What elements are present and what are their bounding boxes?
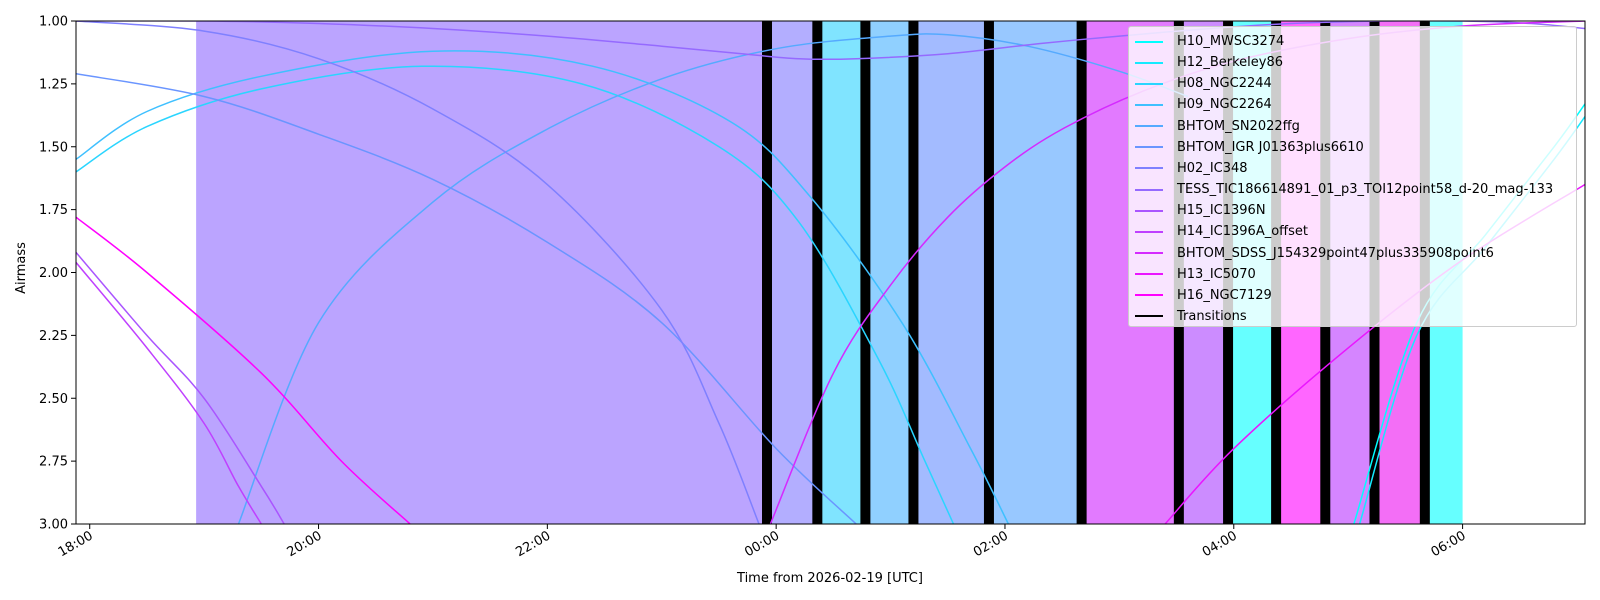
x-tick-label-4: 02:00 [971, 528, 1011, 560]
legend-item: H08_NGC2244 [1129, 73, 1272, 94]
legend-item: H13_IC5070 [1129, 264, 1256, 285]
legend-swatch [1135, 167, 1163, 170]
legend-label: BHTOM_IGR J01363plus6610 [1177, 139, 1364, 155]
legend-item: H09_NGC2264 [1129, 94, 1272, 115]
legend-label: H10_MWSC3274 [1177, 34, 1285, 49]
series-line-12 [76, 216, 411, 524]
y-tick-label-3: 1.75 [39, 203, 68, 218]
legend-item: H14_IC1396A_offset [1129, 221, 1308, 242]
series-line-3 [76, 50, 1010, 524]
legend-swatch [1135, 209, 1163, 212]
x-axis-label: Time from 2026-02-19 [UTC] [736, 571, 923, 586]
legend-item: BHTOM_IGR J01363plus6610 [1129, 137, 1364, 158]
legend-label: H13_IC5070 [1177, 266, 1256, 282]
series-line-6 [76, 21, 760, 524]
legend-item: H02_IC348 [1129, 158, 1248, 179]
window-band-5 [988, 21, 1082, 524]
x-tick-label-0: 18:00 [56, 528, 96, 560]
legend-label: H12_Berkeley86 [1177, 55, 1283, 71]
legend-swatch [1135, 230, 1163, 233]
legend-item: H15_IC1396N [1129, 200, 1266, 221]
legend-label: Transitions [1177, 308, 1247, 324]
legend-swatch [1135, 315, 1163, 318]
legend-swatch [1135, 273, 1163, 276]
y-tick-label-6: 2.50 [39, 392, 68, 407]
series-line-9 [76, 261, 262, 524]
legend-label: H08_NGC2244 [1177, 76, 1272, 92]
x-tick-label-2: 22:00 [513, 528, 553, 560]
x-tick-label-5: 04:00 [1200, 528, 1240, 560]
window-band-4 [913, 21, 989, 524]
legend-label: H15_IC1396N [1177, 203, 1266, 219]
legend-swatch [1135, 188, 1163, 191]
legend-item: H10_MWSC3274 [1129, 31, 1284, 52]
window-band-1 [767, 21, 818, 524]
legend-swatch [1135, 61, 1163, 64]
legend-swatch [1135, 103, 1163, 106]
x-axis-ticks: 18:00 20:00 22:00 00:00 02:00 04:00 06:00 [56, 524, 1469, 560]
observation-windows [196, 21, 1463, 524]
window-band-3 [865, 21, 914, 524]
legend-swatch [1135, 40, 1163, 43]
y-axis-ticks: 1.00 1.25 1.50 1.75 2.00 2.25 2.50 2.75 3.00 [39, 15, 76, 533]
series-line-5 [76, 73, 857, 524]
legend-item: H16_NGC7129 [1129, 285, 1272, 306]
legend-label: BHTOM_SDSS_J154329point47plus335908point… [1177, 245, 1494, 261]
legend-swatch [1135, 146, 1163, 149]
series-line-4 [237, 33, 1189, 524]
legend-item: TESS_TIC186614891_01_p3_TOI12point58_d-2… [1129, 179, 1553, 200]
legend-label: H09_NGC2264 [1177, 97, 1272, 113]
window-band-2 [817, 21, 866, 524]
window-band-0 [196, 21, 768, 524]
legend-swatch [1135, 82, 1163, 85]
y-tick-label-0: 1.00 [39, 15, 68, 30]
legend-swatch [1135, 294, 1163, 297]
chart-legend: H10_MWSC3274 H12_Berkeley86 H08_NGC2244 H09… [1128, 26, 1577, 327]
legend-item: BHTOM_SDSS_J154329point47plus335908point… [1129, 243, 1494, 264]
series-line-8 [76, 251, 285, 524]
y-tick-label-8: 3.00 [39, 518, 68, 533]
legend-label: BHTOM_SN2022ffg [1177, 118, 1300, 134]
legend-label: H16_NGC7129 [1177, 287, 1272, 303]
y-tick-label-1: 1.25 [39, 77, 68, 92]
x-tick-label-1: 20:00 [285, 528, 325, 560]
y-tick-label-4: 2.00 [39, 266, 68, 281]
legend-label: H14_IC1396A_offset [1177, 224, 1308, 240]
legend-label: H02_IC348 [1177, 160, 1248, 176]
y-tick-label-2: 1.50 [39, 140, 68, 155]
legend-swatch [1135, 125, 1163, 128]
y-tick-label-7: 2.75 [39, 455, 68, 470]
x-tick-label-3: 00:00 [742, 528, 782, 560]
x-tick-label-6: 06:00 [1429, 528, 1469, 560]
legend-label: TESS_TIC186614891_01_p3_TOI12point58_d-2… [1177, 182, 1554, 198]
legend-swatch [1135, 252, 1163, 254]
legend-item: H12_Berkeley86 [1129, 52, 1283, 73]
y-tick-label-5: 2.25 [39, 329, 68, 344]
legend-item: BHTOM_SN2022ffg [1129, 116, 1300, 137]
legend-item: Transitions [1129, 306, 1247, 327]
y-axis-label: Airmass [14, 242, 29, 294]
